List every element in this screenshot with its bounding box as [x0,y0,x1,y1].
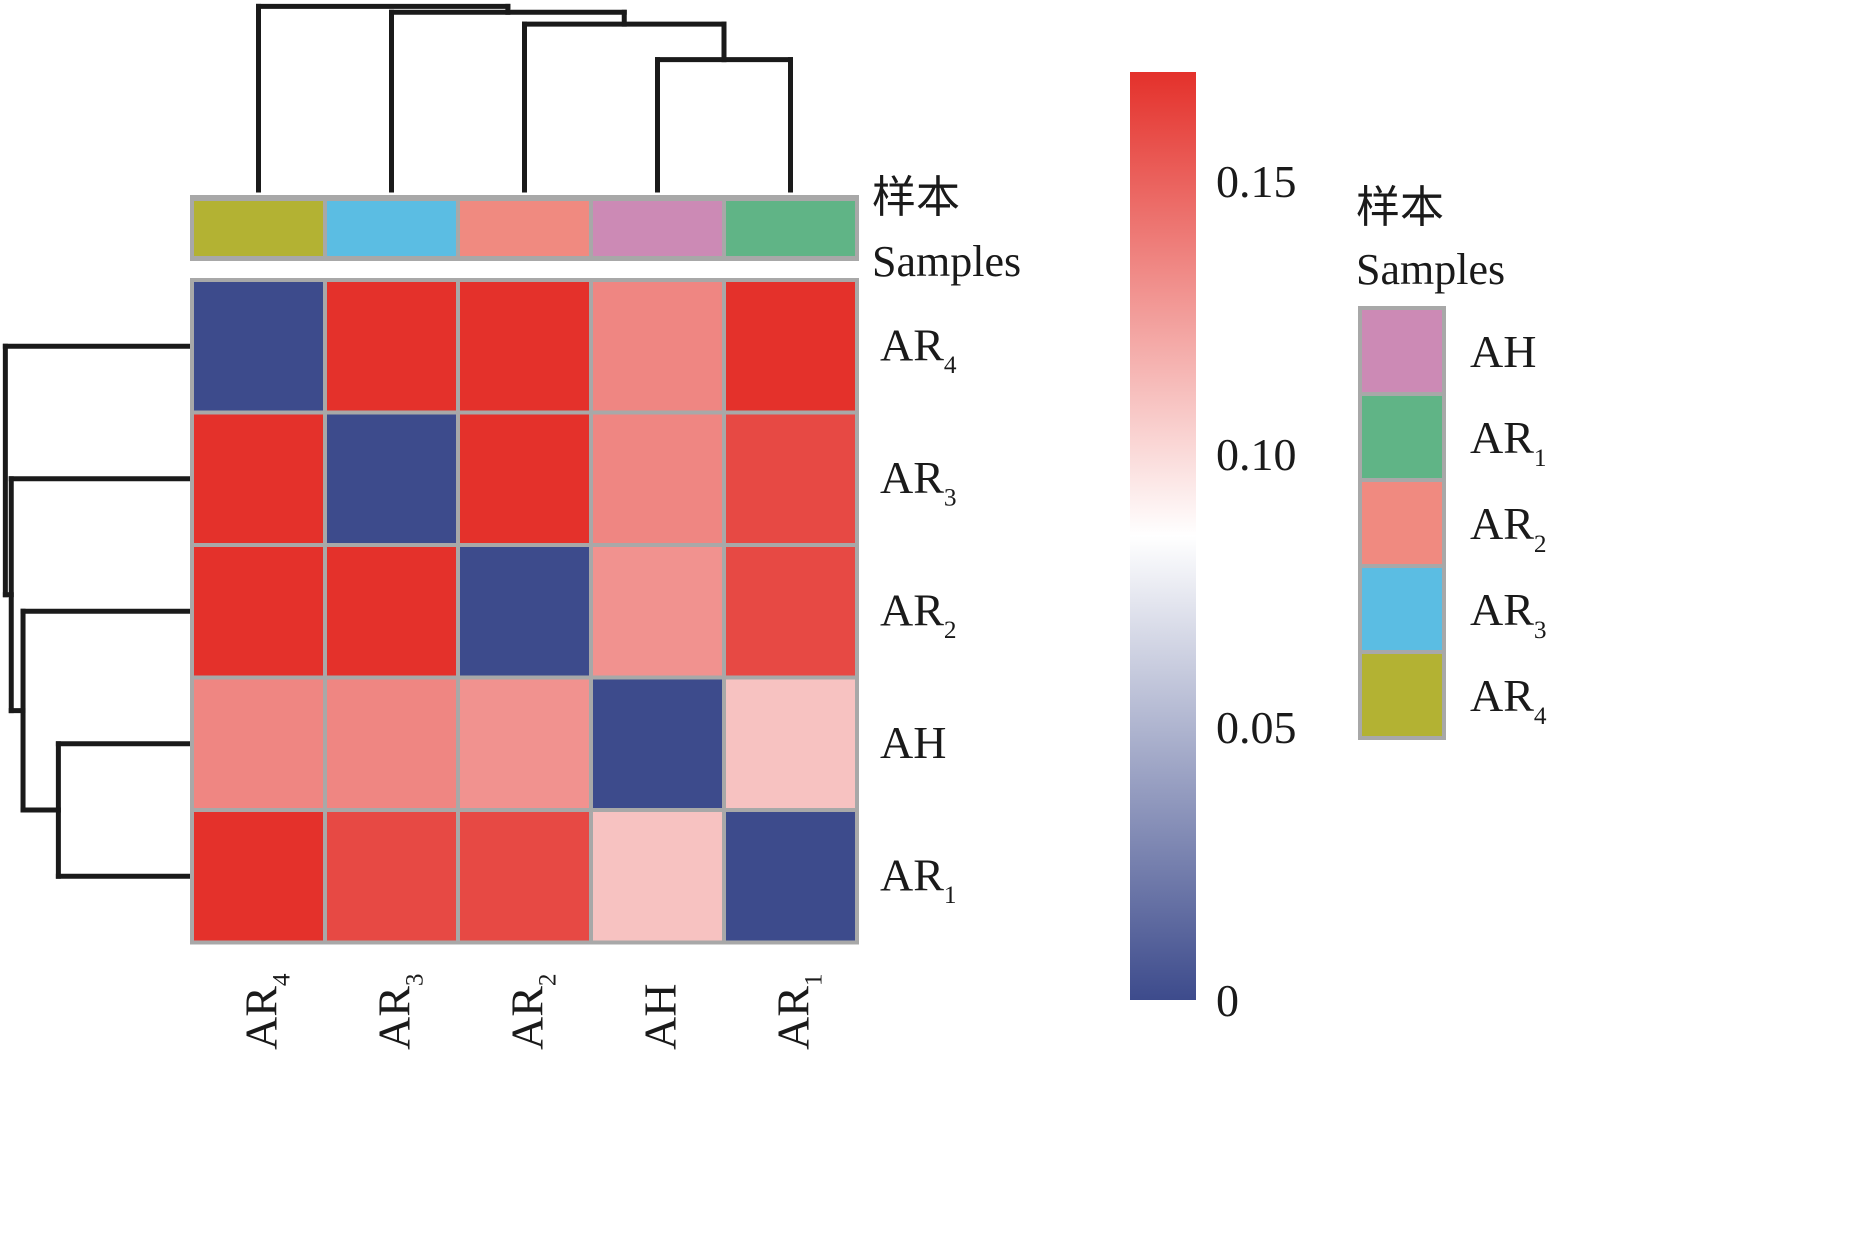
legend-title-en: Samples [1356,245,1505,294]
heatmap-cell [593,547,722,676]
legend-label-ah: AH [1470,326,1536,377]
heatmap-cell [593,282,722,411]
sample-annotation-bar [190,195,859,261]
heatmap-cell [194,679,323,808]
annotation-cell-ar1 [726,201,855,256]
heatmap-cell [726,547,855,676]
column-labels: AR4 AR3 AR2 AH AR1 [236,973,828,1050]
colorbar-tick-label: 0.15 [1216,156,1297,207]
heatmap-cell [327,547,456,676]
annotation-title-en: Samples [872,237,1021,286]
heatmap-cell [726,414,855,543]
heatmap-cells [190,278,859,945]
heatmap-cell [593,812,722,941]
heatmap-chart: AR4 AR3 AR2 AH AR1 AR4 AR3 AR2 AH AR1 样本 Samples… [2,3,1547,1050]
row-label: AR3 [880,452,957,512]
heatmap-cell [327,282,456,411]
annotation-cell-ar4 [194,201,323,256]
column-label: AR3 [369,973,429,1050]
legend-label-ar3: AR3 [1470,584,1547,644]
column-label: AR1 [768,973,828,1050]
heatmap-cell [327,414,456,543]
heatmap-cell [726,282,855,411]
legend-title-cn: 样本 [1356,183,1444,232]
row-label: AR1 [880,849,957,909]
colorbar-tick-label: 0 [1216,975,1239,1026]
colorbar-gradient [1130,72,1196,1000]
heatmap-cell [726,812,855,941]
legend-swatch-ar1 [1362,396,1442,478]
annotation-cell-ar3 [327,201,456,256]
legend-label-ar1: AR1 [1470,412,1547,472]
row-labels: AR4 AR3 AR2 AH AR1 [880,319,957,909]
legend-swatch-ah [1362,310,1442,392]
legend-swatch-ar4 [1362,654,1442,736]
heatmap-cell [460,414,589,543]
heatmap-cell [194,282,323,411]
column-label: AR4 [236,973,296,1050]
heatmap-cell [327,812,456,941]
heatmap-cell [726,679,855,808]
column-dendrogram [256,3,793,193]
colorbar [1130,72,1196,1000]
row-label: AH [880,717,946,768]
heatmap-cell [593,679,722,808]
legend-swatch-ar3 [1362,568,1442,650]
heatmap-cell [460,812,589,941]
annotation-title-cn: 样本 [872,173,960,222]
heatmap-cell [593,414,722,543]
column-label: AH [635,984,686,1050]
heatmap-cell [194,812,323,941]
heatmap-cell [194,547,323,676]
column-label: AR2 [502,973,562,1050]
annotation-cell-ar2 [460,201,589,256]
colorbar-tick-label: 0.05 [1216,702,1297,753]
legend-label-ar4: AR4 [1470,670,1547,730]
legend-label-ar2: AR2 [1470,498,1547,558]
heatmap-cell [460,679,589,808]
heatmap-cell [194,414,323,543]
row-label: AR2 [880,584,957,644]
heatmap-cell [460,547,589,676]
colorbar-tick-label: 0.10 [1216,429,1297,480]
legend-swatch-ar2 [1362,482,1442,564]
annotation-title: 样本 Samples [872,173,1021,286]
colorbar-ticks: 0 0.05 0.10 0.15 [1216,156,1297,1026]
heatmap-cell [460,282,589,411]
sample-legend: 样本 Samples AH AR1 AR2 AR3 AR4 [1356,183,1547,740]
row-label: AR4 [880,319,957,379]
heatmap-cell [327,679,456,808]
row-dendrogram [2,343,191,879]
annotation-cell-ah [593,201,722,256]
